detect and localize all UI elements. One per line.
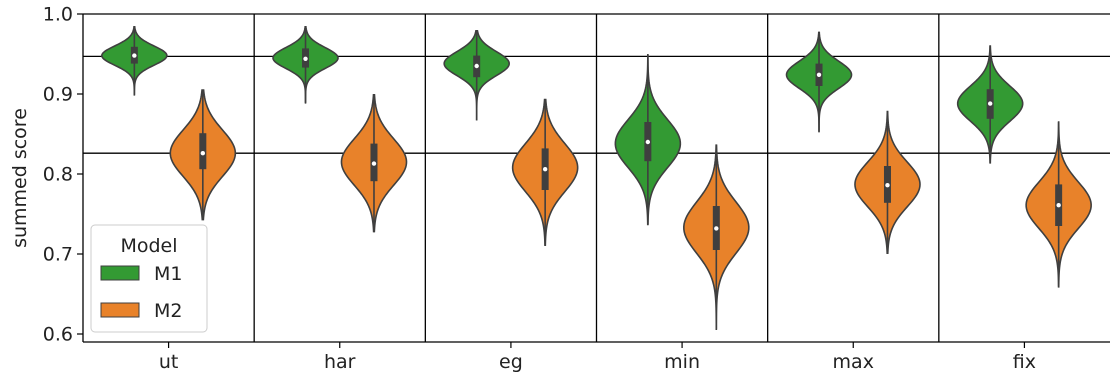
violins xyxy=(101,26,1092,330)
violin-m1-min xyxy=(614,54,682,226)
median-dot xyxy=(1056,203,1061,208)
y-tick-label: 0.7 xyxy=(43,244,73,266)
median-dot xyxy=(542,167,548,172)
y-axis-label: summed score xyxy=(9,108,31,248)
median-dot xyxy=(885,183,890,188)
median-dot xyxy=(371,161,377,166)
violin-m2-ut xyxy=(169,89,237,221)
panel-separators xyxy=(253,14,940,342)
violin-m2-har xyxy=(340,94,408,233)
violin-m1-max xyxy=(785,31,853,133)
median-dot xyxy=(474,63,479,69)
y-tick-label: 1.0 xyxy=(43,4,73,26)
legend-title: Model xyxy=(120,235,177,257)
x-tick-label: max xyxy=(833,351,874,373)
violin-m2-max xyxy=(854,110,921,254)
x-tick-label: fix xyxy=(1013,351,1036,373)
violin-m1-ut xyxy=(101,26,168,96)
x-tick-label: ut xyxy=(159,351,179,373)
median-dot xyxy=(645,139,651,145)
median-dot xyxy=(816,72,822,78)
x-tick-label: har xyxy=(324,351,356,373)
y-tick-label: 0.9 xyxy=(43,84,73,106)
violin-m2-eg xyxy=(511,98,579,246)
x-tick-label: min xyxy=(664,351,700,373)
reference-lines xyxy=(83,55,1110,154)
violin-m2-fix xyxy=(1025,121,1092,288)
legend: Model M1 M2 xyxy=(90,224,208,333)
median-dot xyxy=(303,56,308,61)
legend-swatch-m2 xyxy=(100,302,140,318)
median-dot xyxy=(132,53,137,58)
median-dot xyxy=(200,151,206,156)
y-tick-label: 0.6 xyxy=(43,324,73,346)
legend-label-m1: M1 xyxy=(154,263,182,285)
x-tick-label: eg xyxy=(499,351,523,373)
median-dot xyxy=(714,226,719,231)
y-axis: 0.6 0.7 0.8 0.9 1.0 xyxy=(43,4,83,346)
x-axis: ut har eg min max fix xyxy=(159,342,1036,373)
legend-swatch-m1 xyxy=(100,265,140,281)
violin-m1-eg xyxy=(443,30,510,121)
axes-frame xyxy=(82,13,1110,343)
violin-m2-min xyxy=(683,144,750,330)
median-dot xyxy=(987,101,993,106)
violin-m1-har xyxy=(272,26,339,104)
violin-m1-fix xyxy=(956,45,1024,164)
y-tick-label: 0.8 xyxy=(43,164,73,186)
legend-label-m2: M2 xyxy=(154,300,182,322)
